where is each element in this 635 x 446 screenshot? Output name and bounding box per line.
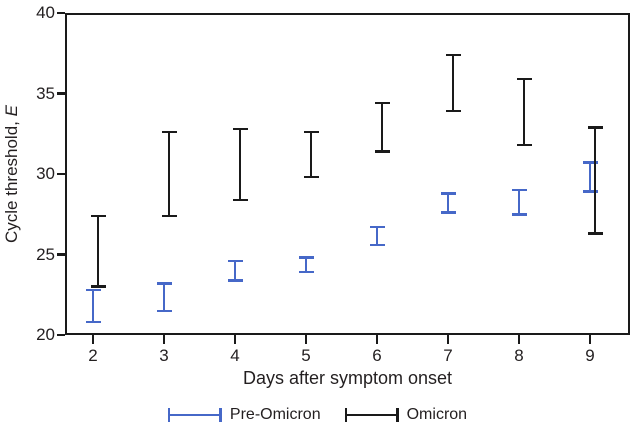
errorbar-pre-omicron-day-5-line (304, 257, 308, 273)
errorbar-omicron-day-3-cap-top (161, 130, 177, 134)
errorbar-pre-omicron-day-8-cap-top (511, 188, 527, 192)
errorbar-pre-omicron-day-2-line (91, 289, 95, 323)
x-tick-mark (446, 335, 450, 344)
errorbar-omicron-day-3-cap-bottom (161, 214, 177, 218)
y-tick-label: 35 (36, 83, 55, 103)
errorbar-omicron-day-4-line (238, 128, 242, 200)
errorbar-omicron-day-6-cap-bottom (374, 150, 390, 153)
errorbar-pre-omicron-day-2-cap-bottom (85, 320, 101, 324)
errorbar-pre-omicron-day-6-cap-top (369, 225, 385, 229)
errorbar-omicron-day-6-line (380, 103, 384, 152)
errorbar-pre-omicron-day-4-cap-top (227, 259, 243, 263)
errorbar-omicron-day-8-cap-bottom (516, 143, 532, 147)
errorbar-pre-omicron-day-4-cap-bottom (227, 279, 243, 282)
errorbar-pre-omicron-day-7-line (446, 193, 450, 213)
errorbar-pre-omicron-day-8-line (517, 190, 521, 215)
errorbar-omicron-day-6-cap-top (374, 101, 390, 105)
y-tick-mark (57, 333, 65, 337)
y-tick-label: 40 (36, 3, 55, 22)
legend: Pre-Omicron Omicron (0, 406, 635, 424)
errorbar-omicron-day-4-cap-top (232, 127, 248, 131)
pre-omicron-errorbar-icon (167, 408, 222, 422)
errorbar-omicron-day-2-cap-top (90, 214, 106, 218)
x-tick-label: 9 (585, 346, 595, 365)
y-tick-label: 20 (36, 325, 55, 344)
y-tick-mark (57, 253, 65, 256)
errorbar-pre-omicron-day-3-line (162, 283, 166, 311)
legend-glyph-line (167, 413, 222, 417)
errorbar-omicron-day-7-cap-bottom (445, 109, 461, 113)
errorbar-omicron-day-2-cap-bottom (90, 285, 106, 288)
errorbar-pre-omicron-day-7-cap-bottom (440, 211, 456, 214)
errorbar-pre-omicron-day-4-line (233, 260, 237, 281)
errorbar-omicron-day-9-cap-bottom (587, 232, 603, 235)
x-tick-mark (375, 335, 379, 344)
x-tick-label: 2 (88, 346, 98, 365)
y-axis-title-variable: E (2, 105, 21, 117)
errorbar-omicron-day-2-line (96, 215, 100, 287)
x-tick-label: 5 (301, 346, 311, 365)
legend-glyph-cap-right (219, 408, 222, 422)
x-axis-title: Days after symptom onset (242, 368, 453, 388)
legend-glyph-line (344, 413, 399, 417)
x-tick-label: 8 (514, 346, 524, 365)
x-tick-mark (233, 335, 237, 344)
errorbar-omicron-day-9-line (593, 127, 597, 234)
x-tick-mark (91, 335, 95, 344)
legend-glyph-cap-right (396, 408, 399, 422)
errorbar-pre-omicron-day-2-cap-top (85, 288, 101, 292)
errorbar-pre-omicron-day-9-cap-top (582, 161, 598, 164)
x-tick-mark (588, 335, 592, 344)
y-tick-mark (57, 92, 65, 95)
errorbar-pre-omicron-day-8-cap-bottom (511, 213, 527, 216)
y-tick-label: 25 (36, 244, 55, 264)
legend-glyph-cap-left (167, 408, 171, 422)
errorbar-omicron-day-7-line (451, 54, 455, 112)
errorbar-omicron-day-5-cap-bottom (303, 175, 319, 179)
errorbar-pre-omicron-day-7-cap-top (440, 192, 456, 195)
errorbar-pre-omicron-day-6-cap-bottom (369, 243, 385, 247)
errorbar-pre-omicron-day-9-cap-bottom (582, 190, 598, 193)
x-tick-label: 7 (443, 346, 453, 365)
legend-item-omicron: Omicron (344, 406, 468, 424)
errorbar-pre-omicron-day-6-line (375, 227, 379, 245)
errorbar-pre-omicron-day-5-cap-top (298, 256, 314, 259)
errorbar-omicron-day-8-line (522, 79, 526, 145)
errorbar-omicron-day-9-cap-top (587, 126, 603, 129)
x-tick-mark (304, 335, 308, 344)
y-tick-mark (57, 172, 65, 176)
errorbar-omicron-day-4-cap-bottom (232, 198, 248, 201)
plot-area (65, 13, 630, 335)
legend-item-pre-omicron: Pre-Omicron (167, 406, 321, 424)
x-tick-label: 3 (159, 346, 169, 365)
errorbar-omicron-day-8-cap-top (516, 77, 532, 81)
y-tick-label: 30 (36, 164, 55, 183)
x-tick-label: 4 (230, 346, 240, 365)
x-tick-mark (517, 335, 521, 344)
y-tick-mark (57, 11, 65, 15)
errorbar-omicron-day-5-line (309, 132, 313, 178)
errorbar-pre-omicron-day-9-line (588, 162, 592, 192)
errorbar-pre-omicron-day-3-cap-bottom (156, 309, 172, 313)
legend-label-omicron: Omicron (406, 406, 468, 423)
legend-label-pre-omicron: Pre-Omicron (229, 406, 321, 423)
x-tick-label: 6 (372, 346, 382, 365)
errorbar-omicron-day-3-line (167, 132, 171, 216)
errorbar-pre-omicron-day-3-cap-top (156, 282, 172, 285)
x-tick-mark (162, 335, 166, 344)
errorbar-omicron-day-7-cap-top (445, 53, 461, 57)
legend-glyph-cap-left (344, 408, 348, 422)
omicron-errorbar-icon (344, 408, 399, 422)
errorbar-pre-omicron-day-5-cap-bottom (298, 270, 314, 274)
errorbar-omicron-day-5-cap-top (303, 130, 319, 134)
